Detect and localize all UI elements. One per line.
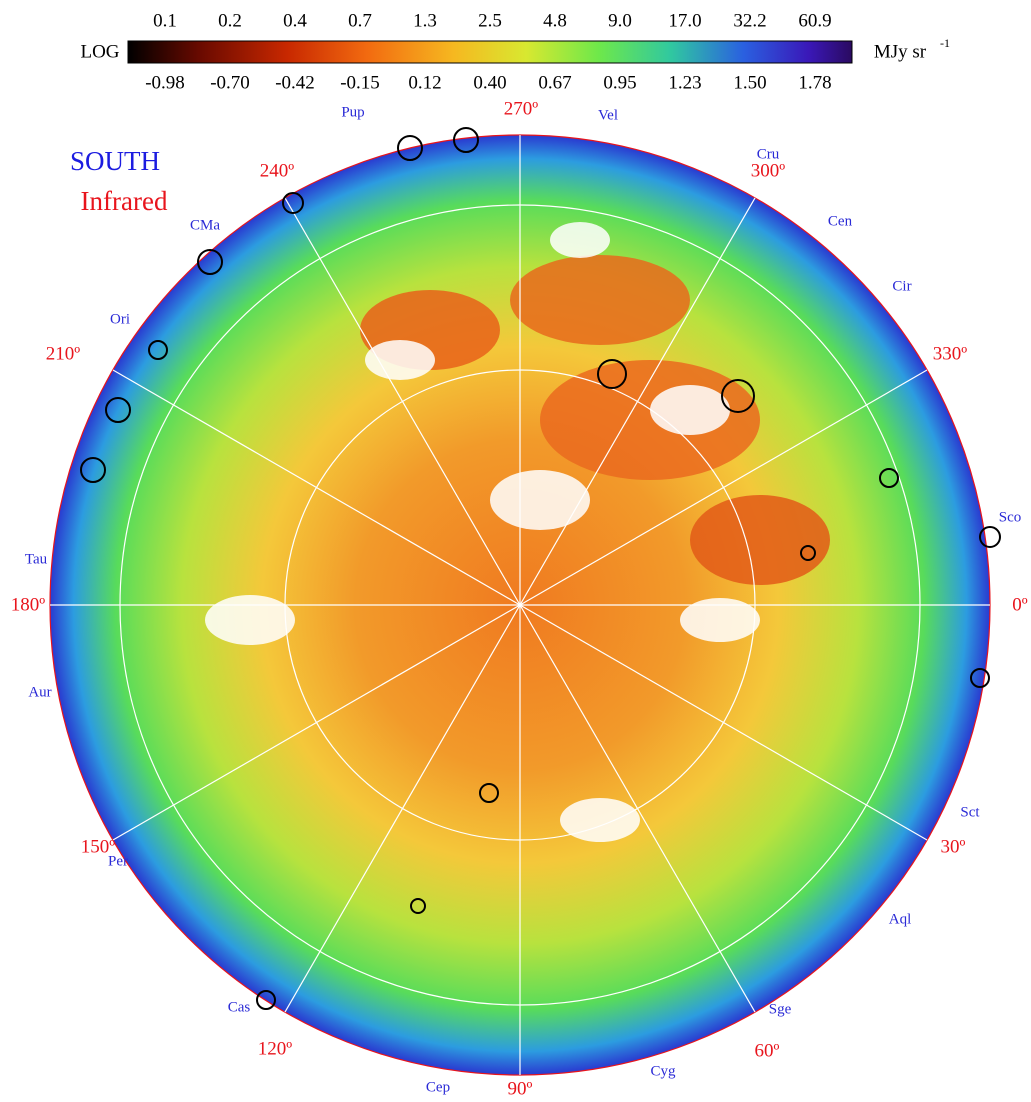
- longitude-label: 180º: [11, 594, 46, 615]
- sky-patch: [205, 595, 295, 645]
- colorbar-tick-label: 0.95: [603, 72, 636, 93]
- colorbar-tick-label: 0.7: [348, 10, 372, 31]
- longitude-label: 330º: [933, 343, 968, 364]
- colorbar-tick-label: 1.78: [798, 72, 831, 93]
- constellation-label: Pup: [341, 104, 364, 120]
- band-title: Infrared: [81, 186, 168, 216]
- sky-patch: [650, 385, 730, 435]
- colorbar-tick-label: -0.42: [275, 72, 315, 93]
- colorbar-tick-label: 0.67: [538, 72, 571, 93]
- colorbar-tick-label: 0.1: [153, 10, 177, 31]
- colorbar-tick-label: 60.9: [798, 10, 831, 31]
- colorbar-tick-label: 0.12: [408, 72, 441, 93]
- scale-label: LOG: [80, 41, 119, 62]
- colorbar-tick-label: 0.4: [283, 10, 307, 31]
- constellation-label: Tau: [25, 551, 48, 567]
- sky-patch: [365, 340, 435, 380]
- constellation-label: Cas: [228, 999, 251, 1015]
- longitude-label: 240º: [260, 160, 295, 181]
- colorbar-tick-label: 0.2: [218, 10, 242, 31]
- colorbar-tick-label: -0.98: [145, 72, 185, 93]
- sky-patch: [560, 798, 640, 842]
- constellation-label: Cru: [757, 146, 780, 162]
- sky-map-figure: LOG MJy sr -1 SOUTH Infrared 0.1 0.2 0.4 0.…: [0, 0, 1031, 1102]
- colorbar-tick-label: 1.23: [668, 72, 701, 93]
- longitude-label: 90º: [508, 1078, 533, 1099]
- longitude-label: 270º: [504, 98, 539, 119]
- longitude-label: 30º: [941, 836, 966, 857]
- constellation-label: Sco: [999, 509, 1022, 525]
- unit-label: MJy sr: [874, 41, 927, 62]
- constellation-label: Sct: [960, 804, 980, 820]
- constellation-label: CMa: [190, 217, 220, 233]
- constellation-label: Aql: [889, 911, 912, 927]
- colorbar-tick-label: 2.5: [478, 10, 502, 31]
- longitude-label: 210º: [46, 343, 81, 364]
- longitude-label: 60º: [755, 1040, 780, 1061]
- constellation-label: Cyg: [650, 1063, 676, 1079]
- constellation-label: Aur: [28, 684, 51, 700]
- colorbar-tick-label: 32.2: [733, 10, 766, 31]
- page: { "colorbar": { "scale_label": "LOG", "u…: [0, 0, 1031, 1102]
- colorbar-tick-label: 9.0: [608, 10, 632, 31]
- sky-patch: [510, 255, 690, 345]
- colorbar-tick-label: 17.0: [668, 10, 701, 31]
- sky-patch: [540, 360, 760, 480]
- sky-patch: [690, 495, 830, 585]
- longitude-label: 300º: [751, 160, 786, 181]
- constellation-label: Vel: [598, 107, 618, 123]
- unit-exponent: -1: [940, 36, 950, 50]
- sky-patch: [490, 470, 590, 530]
- constellation-label: Cir: [892, 278, 911, 294]
- constellation-label: Sge: [769, 1001, 792, 1017]
- hemisphere-title: SOUTH: [70, 146, 160, 176]
- colorbar-tick-label: 1.50: [733, 72, 766, 93]
- sky-patch: [550, 222, 610, 258]
- constellation-label: Per: [108, 853, 128, 869]
- longitude-label: 120º: [258, 1038, 293, 1059]
- colorbar-tick-label: 1.3: [413, 10, 437, 31]
- colorbar-tick-label: -0.70: [210, 72, 250, 93]
- colorbar-tick-label: 4.8: [543, 10, 567, 31]
- constellation-label: Cep: [426, 1079, 450, 1095]
- colorbar: [128, 41, 852, 63]
- colorbar-tick-label: -0.15: [340, 72, 380, 93]
- longitude-label: 0º: [1012, 594, 1028, 615]
- colorbar-tick-label: 0.40: [473, 72, 506, 93]
- constellation-label: Ori: [110, 311, 130, 327]
- constellation-label: Cen: [828, 213, 853, 229]
